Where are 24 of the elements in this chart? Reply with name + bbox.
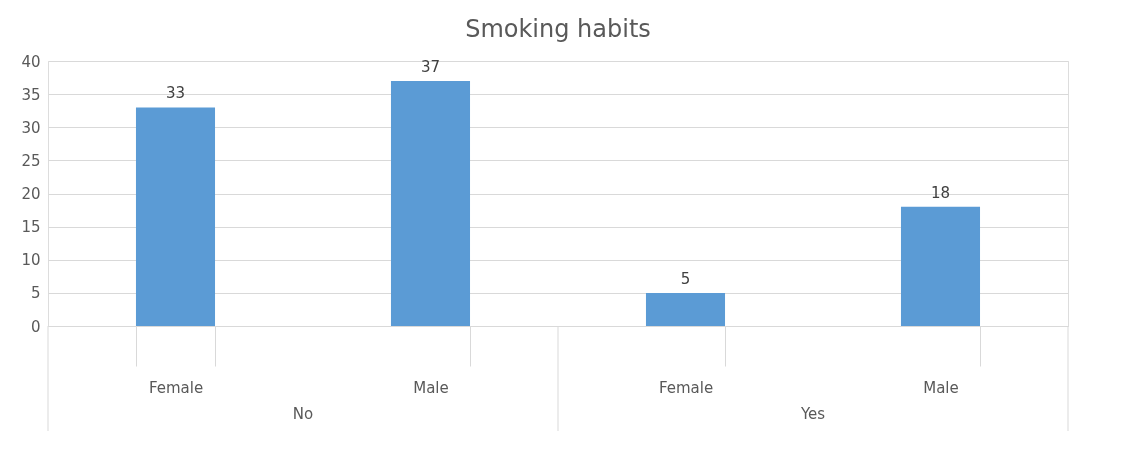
y-tick-label: 0 xyxy=(30,317,41,336)
text: No xyxy=(292,405,314,423)
bar xyxy=(645,292,726,326)
text: Yes xyxy=(799,405,826,423)
y-tick-label: 30 xyxy=(21,118,41,137)
y-tick-label: 5 xyxy=(30,284,41,303)
bar xyxy=(900,206,981,326)
y-tick-label: 10 xyxy=(21,251,41,270)
data-label: 37 xyxy=(420,57,441,76)
y-tick-label: 25 xyxy=(21,151,41,170)
y-tick-label: 20 xyxy=(21,185,41,203)
y-tick-label: 15 xyxy=(21,218,41,237)
data-label: 18 xyxy=(930,183,951,202)
bar xyxy=(390,80,471,326)
y-tick-label: 40 xyxy=(21,52,41,71)
x-tick-label: Female xyxy=(148,378,204,397)
x-tick-label: Male xyxy=(413,378,449,397)
chart-title: Smoking habits xyxy=(465,15,651,43)
data-label: 5 xyxy=(680,269,691,288)
x-tick-label: Male xyxy=(923,378,959,397)
bar xyxy=(135,107,216,326)
data-label: 33 xyxy=(165,84,186,103)
y-tick-label: 35 xyxy=(21,85,41,104)
x-tick-label: Female xyxy=(658,378,714,397)
